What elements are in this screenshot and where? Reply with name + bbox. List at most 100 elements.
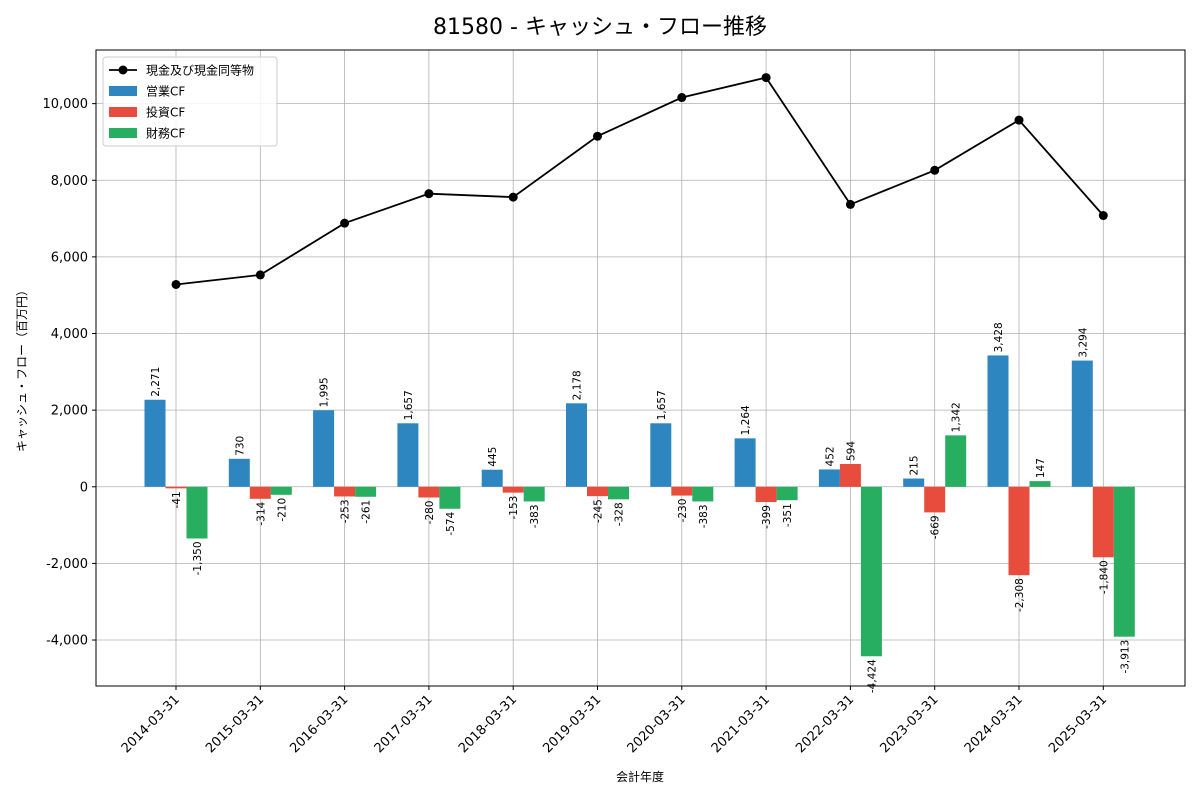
legend-bar-swatch (109, 128, 137, 138)
x-tick-label: 2014-03-31 (119, 692, 183, 756)
bar-value-label: -245 (593, 499, 605, 523)
bar-value-label: -1,840 (1098, 560, 1110, 594)
cash-balance-point (677, 93, 687, 103)
bar-value-label: 1,264 (740, 405, 752, 435)
cash-balance-point (255, 270, 265, 280)
x-tick-label: 2024-03-31 (962, 692, 1026, 756)
bar-value-label: -41 (171, 491, 183, 508)
bar-value-label: -3,913 (1119, 640, 1131, 674)
bar-投資CF (502, 486, 524, 493)
legend-entry-label: 現金及び現金同等物 (146, 63, 254, 78)
cash-balance-point (593, 131, 602, 141)
bar-財務CF (439, 486, 461, 509)
legend-bar-swatch (109, 86, 137, 96)
bar-財務CF (186, 486, 208, 539)
x-axis-label: 会計年度 (616, 769, 664, 784)
x-tick-label: 2019-03-31 (540, 692, 604, 756)
bar-営業CF (313, 410, 335, 487)
bar-value-label: 445 (487, 447, 499, 467)
bar-value-label: -2,308 (1014, 578, 1026, 612)
bar-value-label: 3,294 (1077, 327, 1089, 357)
legend-entry-label: 営業CF (146, 85, 185, 99)
bars-layer (144, 355, 1135, 657)
y-tick-label: 0 (80, 480, 88, 495)
legend-box (102, 56, 278, 147)
line-layer (171, 73, 1108, 289)
bar-value-label: -383 (529, 504, 541, 528)
x-tick-label: 2015-03-31 (203, 692, 267, 756)
bar-財務CF (270, 486, 292, 495)
x-tick-label: 2021-03-31 (709, 692, 773, 756)
data-labels-layer: 2,271 730 1,995 1,657 445 2,178 1,657 1,264 452 2… (150, 322, 1131, 693)
bar-営業CF (903, 478, 925, 487)
bar-投資CF (924, 486, 946, 513)
bar-投資CF (839, 464, 861, 487)
bar-value-label: -280 (424, 500, 436, 524)
bar-value-label: -669 (930, 515, 942, 539)
bar-財務CF (1113, 486, 1135, 637)
grid-layer (96, 50, 1185, 686)
bar-営業CF (650, 423, 672, 487)
x-tick-label: 2022-03-31 (793, 692, 857, 756)
bar-営業CF (397, 423, 419, 487)
y-tick-label: -2,000 (46, 557, 88, 572)
bar-投資CF (755, 486, 777, 503)
plot-frame (95, 49, 1186, 687)
x-tick-label: 2025-03-31 (1046, 692, 1110, 756)
bar-営業CF (566, 403, 587, 487)
bar-value-label: 1,342 (951, 402, 963, 432)
legend-marker (118, 65, 128, 75)
y-tick-label: 10,000 (43, 97, 89, 112)
bar-財務CF (945, 435, 967, 487)
bar-value-label: -574 (445, 511, 457, 535)
bar-投資CF (1092, 486, 1114, 558)
cash-balance-line (175, 76, 1104, 286)
bar-value-label: -230 (677, 499, 689, 523)
bar-value-label: 3,428 (993, 322, 1005, 352)
y-tick-label: 4,000 (51, 327, 88, 342)
cash-balance-point (845, 199, 855, 209)
bar-value-label: -261 (361, 500, 373, 524)
y-tick-label: 6,000 (51, 250, 88, 265)
cash-balance-point (171, 279, 181, 289)
bar-value-label: 2,271 (150, 367, 162, 397)
bar-財務CF (776, 486, 798, 501)
y-axis-label: キャッシュ・フロー（百万円） (15, 284, 29, 452)
bar-財務CF (608, 486, 629, 500)
legend-bar-swatch (109, 107, 137, 117)
bar-営業CF (734, 438, 756, 487)
bar-value-label: -1,350 (192, 541, 204, 575)
bar-営業CF (1071, 360, 1093, 487)
bar-value-label: 594 (845, 441, 857, 461)
cash-balance-point (930, 165, 940, 175)
bar-value-label: -399 (761, 505, 773, 529)
cash-balance-point (761, 73, 771, 83)
y-tick-label: 8,000 (51, 174, 88, 189)
bar-value-label: -351 (782, 503, 794, 527)
bar-value-label: 215 (909, 455, 921, 475)
bar-value-label: -210 (276, 498, 288, 522)
cash-balance-point (340, 218, 350, 228)
bar-財務CF (523, 486, 545, 502)
cash-balance-point (1098, 211, 1108, 221)
bar-value-label: -4,424 (866, 659, 878, 693)
cash-balance-point (508, 192, 518, 202)
bar-value-label: 2,178 (572, 370, 584, 400)
x-tick-label: 2023-03-31 (877, 692, 941, 756)
x-tick-label: 2016-03-31 (287, 692, 351, 756)
bar-営業CF (987, 355, 1009, 487)
chart-title: 81580 - キャッシュ・フロー推移 (433, 15, 767, 40)
cash-balance-point (424, 189, 434, 199)
bar-value-label: 730 (234, 436, 246, 456)
bar-投資CF (1008, 486, 1030, 576)
bar-value-label: 1,995 (319, 377, 331, 407)
bar-営業CF (818, 469, 840, 487)
y-tick-label: -4,000 (46, 634, 88, 649)
legend-entry-label: 投資CF (146, 105, 185, 120)
bar-value-label: -383 (698, 504, 710, 528)
bar-投資CF (165, 486, 187, 489)
x-tick-label: 2020-03-31 (625, 692, 689, 756)
bar-財務CF (692, 486, 714, 502)
